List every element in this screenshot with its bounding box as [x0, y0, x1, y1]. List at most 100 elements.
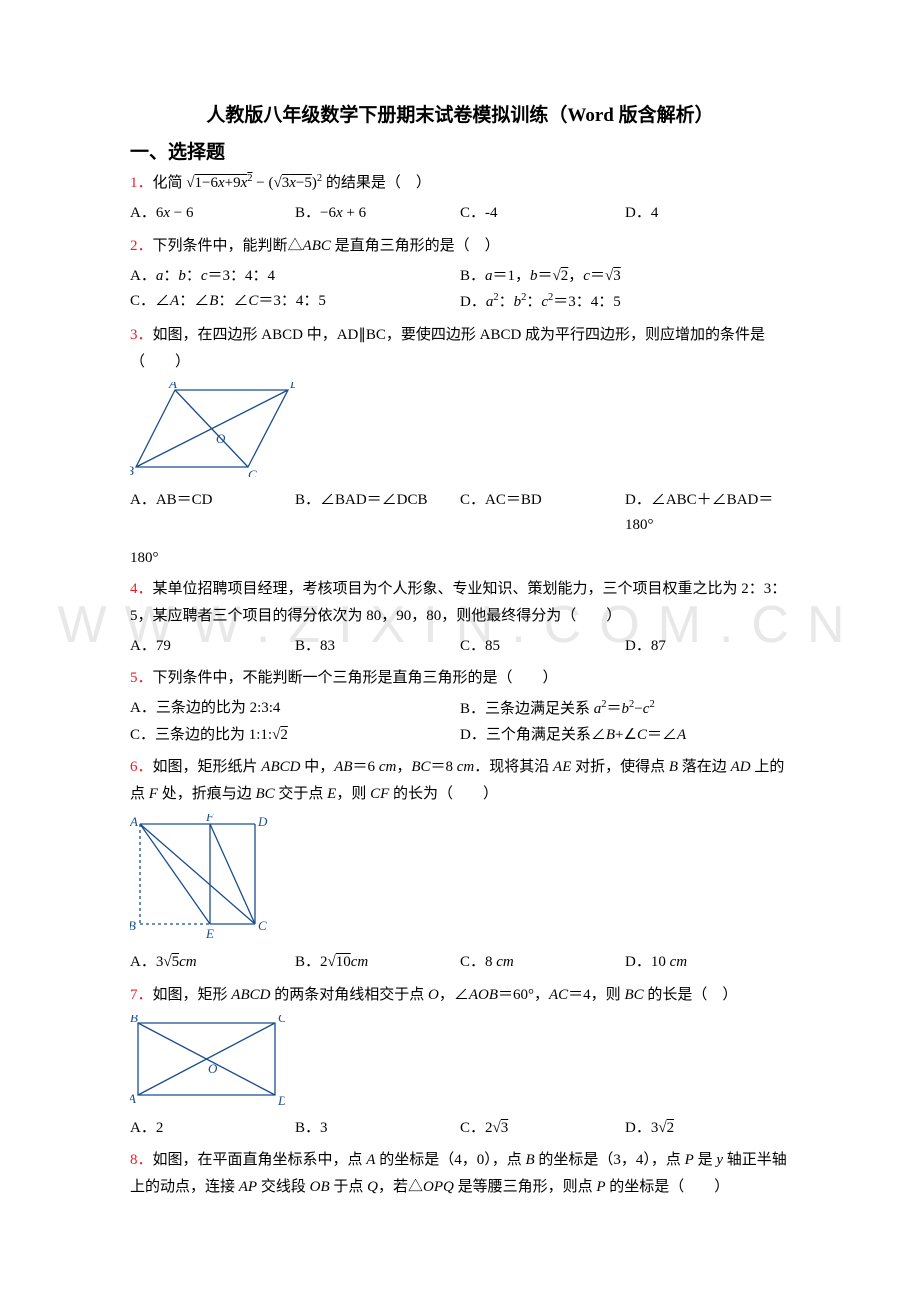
question-2-options: A．a：b：c＝3：4：4B．a＝1，b＝√2，c＝√3C．∠A：∠B：∠C＝3…: [130, 264, 790, 316]
option-label: C．: [460, 1120, 485, 1136]
option-label: D．: [625, 492, 651, 508]
question-6: 6．如图，矩形纸片 ABCD 中，AB＝6 cm，BC＝8 cm．现将其沿 AE…: [130, 754, 790, 808]
option-text: 87: [651, 638, 666, 654]
option-label: B．: [460, 268, 485, 284]
option-2: C．2√3: [460, 1116, 625, 1142]
option-2: C．∠A：∠B：∠C＝3：4：5: [130, 289, 460, 316]
svg-text:F: F: [205, 814, 215, 824]
page-content: 人教版八年级数学下册期末试卷模拟训练（Word 版含解析） 一、选择题 1．化简…: [130, 100, 790, 1201]
option-text: 2√10cm: [320, 954, 368, 970]
option-1: B．∠BAD＝∠DCB: [295, 488, 460, 539]
option-label: C．: [130, 293, 155, 309]
option-text: 3√5cm: [156, 954, 197, 970]
question-6-options: A．3√5cmB．2√10cmC．8 cmD．10 cm: [130, 950, 790, 976]
svg-text:O: O: [216, 431, 226, 446]
question-number: 3．: [130, 327, 153, 343]
option-text: 6x − 6: [156, 205, 194, 221]
option-text: ∠A：∠B：∠C＝3：4：5: [155, 293, 326, 309]
option-text: AC＝BD: [485, 492, 542, 508]
option-text: 83: [320, 638, 335, 654]
option-0: A．2: [130, 1116, 295, 1142]
svg-text:A: A: [130, 1091, 136, 1105]
question-text: 如图，在平面直角坐标系中，点 A 的坐标是（4，0），点 B 的坐标是（3，4）…: [130, 1152, 787, 1195]
option-label: C．: [130, 727, 155, 743]
option-label: B．: [295, 954, 320, 970]
option-text: 三条边的比为 1:1:√2: [155, 727, 288, 743]
option-2: C．三条边的比为 1:1:√2: [130, 723, 460, 749]
question-number: 8．: [130, 1152, 153, 1168]
svg-text:C: C: [248, 467, 257, 477]
option-text: −6x + 6: [320, 205, 366, 221]
option-2: C．8 cm: [460, 950, 625, 976]
option-label: A．: [130, 954, 156, 970]
option-1: B．2√10cm: [295, 950, 460, 976]
question-text: 如图，矩形纸片 ABCD 中，AB＝6 cm，BC＝8 cm．现将其沿 AE 对…: [130, 759, 784, 802]
option-label: B．: [460, 701, 485, 717]
option-text: a2：b2：c2＝3：4：5: [486, 294, 621, 310]
question-2: 2．下列条件中，能判断△ABC 是直角三角形的是（ ）: [130, 233, 790, 260]
option-3: D．87: [625, 634, 790, 660]
option-text: 8 cm: [485, 954, 514, 970]
svg-text:C: C: [278, 1015, 285, 1025]
option-label: C．: [460, 954, 485, 970]
option-text: 85: [485, 638, 500, 654]
svg-text:D: D: [277, 1093, 285, 1105]
option-0: A．三条边的比为 2:3:4: [130, 696, 460, 723]
section-heading: 一、选择题: [130, 137, 790, 164]
question-3: 3．如图，在四边形 ABCD 中，AD∥BC，要使四边形 ABCD 成为平行四边…: [130, 322, 790, 376]
option-label: A．: [130, 205, 156, 221]
question-1-options: A．6x − 6B．−6x + 6C．-4D．4: [130, 201, 790, 227]
questions-container: 1．化简 √1−6x+9x2 − (√3x−5)2 的结果是（ ）A．6x − …: [130, 170, 790, 1201]
question-text: 如图，矩形 ABCD 的两条对角线相交于点 O，∠AOB＝60°，AC＝4，则 …: [153, 987, 738, 1003]
question-number: 2．: [130, 238, 153, 254]
page-title: 人教版八年级数学下册期末试卷模拟训练（Word 版含解析）: [130, 100, 790, 127]
question-3-extra: 180°: [130, 545, 790, 572]
option-label: D．: [625, 954, 651, 970]
option-label: C．: [460, 205, 485, 221]
question-number: 5．: [130, 670, 153, 686]
question-4-options: A．79B．83C．85D．87: [130, 634, 790, 660]
question-text: 下列条件中，不能判断一个三角形是直角三角形的是（ ）: [153, 670, 558, 686]
option-label: A．: [130, 700, 156, 716]
option-0: A．a：b：c＝3：4：4: [130, 264, 460, 290]
svg-text:D: D: [289, 382, 295, 391]
option-label: A．: [130, 1120, 156, 1136]
option-0: A．AB＝CD: [130, 488, 295, 539]
option-3: D．三个角满足关系∠B+∠C＝∠A: [460, 723, 790, 749]
option-text: 2: [156, 1120, 164, 1136]
option-label: B．: [295, 492, 320, 508]
option-1: B．三条边满足关系 a2＝b2−c2: [460, 696, 790, 723]
svg-text:A: A: [168, 382, 177, 391]
question-text: 化简 √1−6x+9x2 − (√3x−5)2 的结果是（ ）: [153, 175, 431, 191]
option-label: D．: [625, 205, 651, 221]
question-text: 如图，在四边形 ABCD 中，AD∥BC，要使四边形 ABCD 成为平行四边形，…: [130, 327, 765, 370]
option-label: B．: [295, 1120, 320, 1136]
option-text: 10 cm: [651, 954, 687, 970]
option-label: A．: [130, 638, 156, 654]
question-number: 1．: [130, 175, 153, 191]
svg-text:A: A: [130, 814, 138, 829]
option-1: B．a＝1，b＝√2，c＝√3: [460, 264, 790, 290]
option-text: 三条边的比为 2:3:4: [156, 700, 281, 716]
option-label: D．: [625, 638, 651, 654]
option-0: A．3√5cm: [130, 950, 295, 976]
option-label: D．: [460, 727, 486, 743]
question-number: 6．: [130, 759, 153, 775]
option-text: 三个角满足关系∠B+∠C＝∠A: [486, 727, 686, 743]
question-8: 8．如图，在平面直角坐标系中，点 A 的坐标是（4，0），点 B 的坐标是（3，…: [130, 1147, 790, 1201]
question-1: 1．化简 √1−6x+9x2 − (√3x−5)2 的结果是（ ）: [130, 170, 790, 197]
svg-text:O: O: [208, 1061, 218, 1076]
question-4: 4．某单位招聘项目经理，考核项目为个人形象、专业知识、策划能力，三个项目权重之比…: [130, 576, 790, 630]
option-text: 79: [156, 638, 171, 654]
svg-text:E: E: [205, 926, 214, 939]
option-0: A．79: [130, 634, 295, 660]
option-1: B．−6x + 6: [295, 201, 460, 227]
figure-fold_rect: AFDBEC: [130, 814, 270, 939]
option-label: B．: [295, 205, 320, 221]
option-3: D．∠ABC＋∠BAD＝180°: [625, 488, 790, 539]
option-text: ∠BAD＝∠DCB: [320, 492, 428, 508]
option-0: A．6x − 6: [130, 201, 295, 227]
option-3: D．4: [625, 201, 790, 227]
option-text: 4: [651, 205, 659, 221]
option-label: C．: [460, 492, 485, 508]
